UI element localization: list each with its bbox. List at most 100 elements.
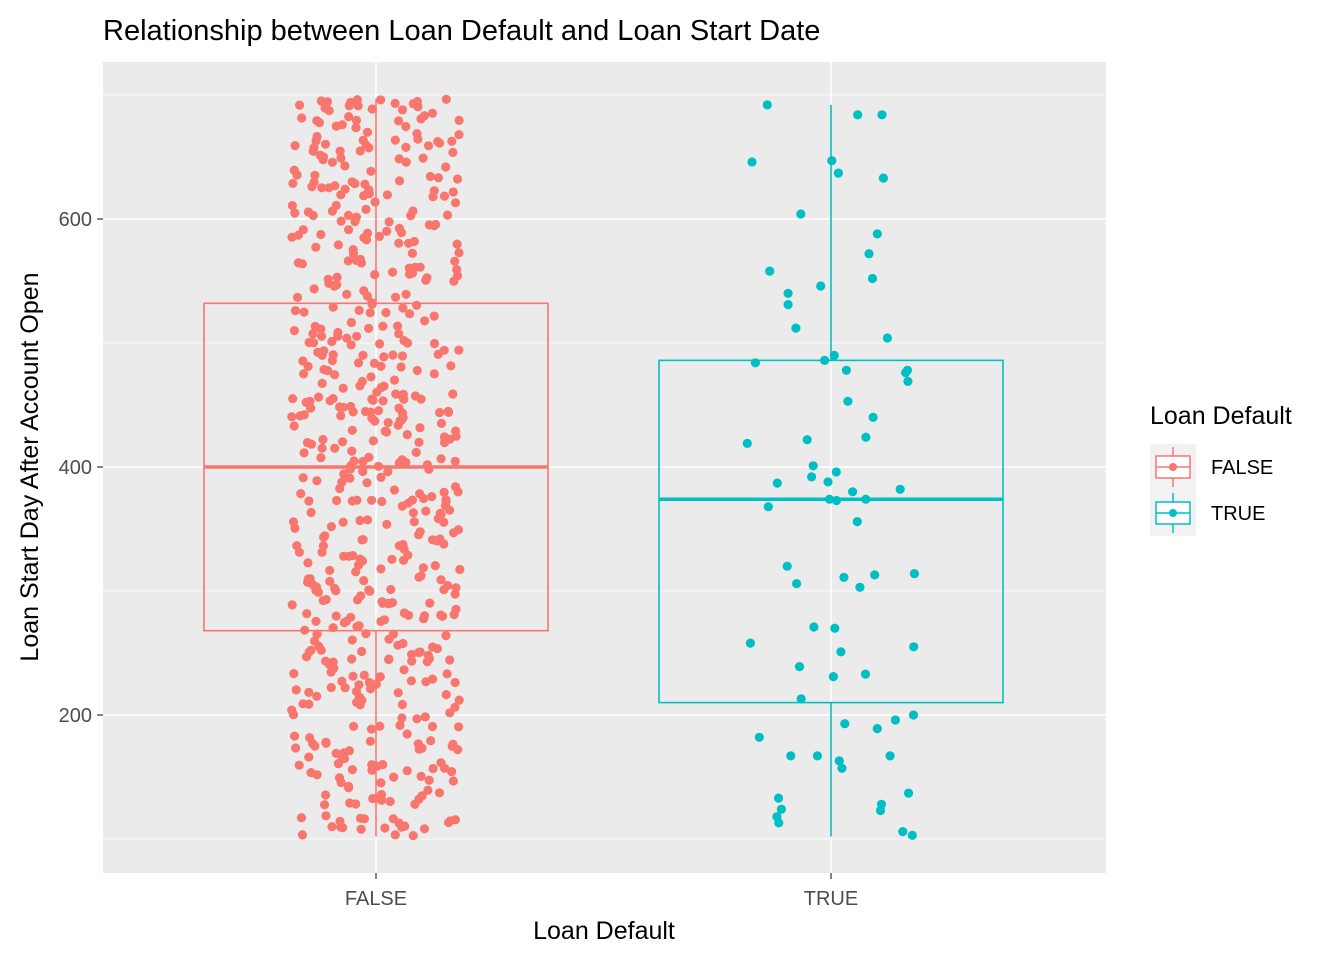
data-point-false	[393, 640, 403, 650]
data-point-true	[782, 561, 792, 571]
data-point-false	[303, 361, 313, 371]
data-point-false	[347, 635, 357, 645]
data-point-false	[439, 487, 449, 497]
data-point-false	[355, 254, 365, 264]
y-tick-label: 600	[59, 209, 92, 231]
data-point-false	[348, 671, 358, 681]
y-tick-label: 200	[59, 705, 92, 727]
legend: Loan Default FALSE TRUE	[1150, 402, 1292, 536]
data-points	[287, 94, 920, 841]
data-point-true	[830, 623, 840, 633]
data-point-false	[372, 387, 382, 397]
data-point-false	[340, 683, 350, 693]
data-point-true	[898, 827, 908, 837]
data-point-false	[380, 615, 390, 625]
data-point-false	[382, 519, 392, 530]
data-point-false	[288, 394, 298, 404]
data-point-false	[452, 174, 463, 184]
data-point-false	[448, 739, 458, 749]
data-point-false	[289, 326, 299, 336]
data-point-false	[304, 687, 314, 698]
data-point-false	[396, 362, 406, 372]
data-point-false	[416, 771, 426, 782]
data-point-false	[362, 291, 372, 301]
data-point-false	[299, 448, 309, 458]
data-point-false	[296, 813, 307, 823]
data-point-true	[909, 569, 920, 579]
data-point-false	[346, 612, 356, 622]
data-point-false	[317, 378, 327, 388]
data-point-false	[318, 434, 328, 445]
data-point-false	[305, 396, 315, 406]
data-point-false	[344, 112, 354, 122]
data-point-false	[453, 487, 463, 497]
data-point-false	[296, 489, 306, 499]
data-point-true	[901, 368, 911, 378]
y-tick-label: 400	[59, 457, 92, 479]
data-point-false	[382, 226, 392, 236]
data-point-false	[344, 783, 354, 793]
data-point-false	[430, 561, 440, 571]
box-iqr	[658, 359, 1004, 704]
data-point-false	[407, 649, 417, 660]
data-point-true	[827, 156, 837, 166]
data-point-true	[773, 793, 784, 803]
data-point-false	[339, 469, 349, 479]
data-point-false	[450, 456, 460, 466]
data-point-false	[402, 430, 412, 440]
data-point-false	[343, 210, 354, 220]
data-point-false	[395, 720, 405, 731]
data-point-false	[412, 365, 422, 376]
data-point-false	[390, 98, 400, 108]
data-point-false	[316, 645, 326, 655]
data-point-false	[328, 657, 338, 667]
data-point-false	[287, 600, 297, 610]
data-point-false	[388, 629, 398, 639]
data-point-false	[368, 436, 378, 446]
data-point-true	[836, 647, 846, 657]
data-point-true	[885, 751, 895, 761]
data-point-false	[353, 358, 364, 368]
data-point-false	[422, 273, 432, 283]
data-point-false	[338, 383, 348, 393]
data-point-false	[305, 733, 315, 743]
data-point-false	[369, 358, 379, 368]
data-point-false	[445, 505, 455, 515]
data-point-true	[841, 365, 852, 375]
data-point-false	[393, 420, 403, 430]
data-point-true	[796, 694, 806, 704]
data-point-false	[333, 240, 343, 250]
legend-key-point	[1169, 509, 1177, 517]
box-plots	[203, 98, 1004, 837]
data-point-true	[772, 478, 782, 488]
data-point-false	[292, 541, 302, 551]
data-point-false	[306, 403, 316, 413]
data-point-false	[342, 289, 352, 299]
data-point-false	[389, 485, 400, 495]
data-point-true	[762, 100, 772, 110]
data-point-true	[837, 763, 847, 773]
data-point-true	[843, 396, 853, 406]
data-point-false	[448, 776, 458, 786]
data-point-false	[327, 157, 337, 167]
data-point-false	[365, 684, 376, 694]
data-point-false	[288, 710, 299, 720]
data-point-false	[448, 389, 458, 399]
data-point-false	[441, 94, 451, 104]
data-point-false	[318, 596, 328, 606]
data-point-false	[312, 629, 322, 639]
data-point-false	[346, 340, 356, 350]
data-point-false	[289, 669, 299, 679]
data-point-true	[848, 487, 858, 497]
data-point-true	[809, 622, 819, 632]
data-point-false	[331, 586, 341, 596]
data-point-false	[353, 101, 363, 111]
data-point-false	[303, 558, 313, 568]
data-point-false	[306, 507, 316, 518]
data-point-false	[318, 541, 328, 551]
data-point-false	[450, 256, 460, 266]
data-point-false	[349, 721, 359, 732]
data-point-true	[802, 435, 812, 445]
data-point-true	[791, 323, 801, 333]
data-point-false	[398, 303, 408, 313]
